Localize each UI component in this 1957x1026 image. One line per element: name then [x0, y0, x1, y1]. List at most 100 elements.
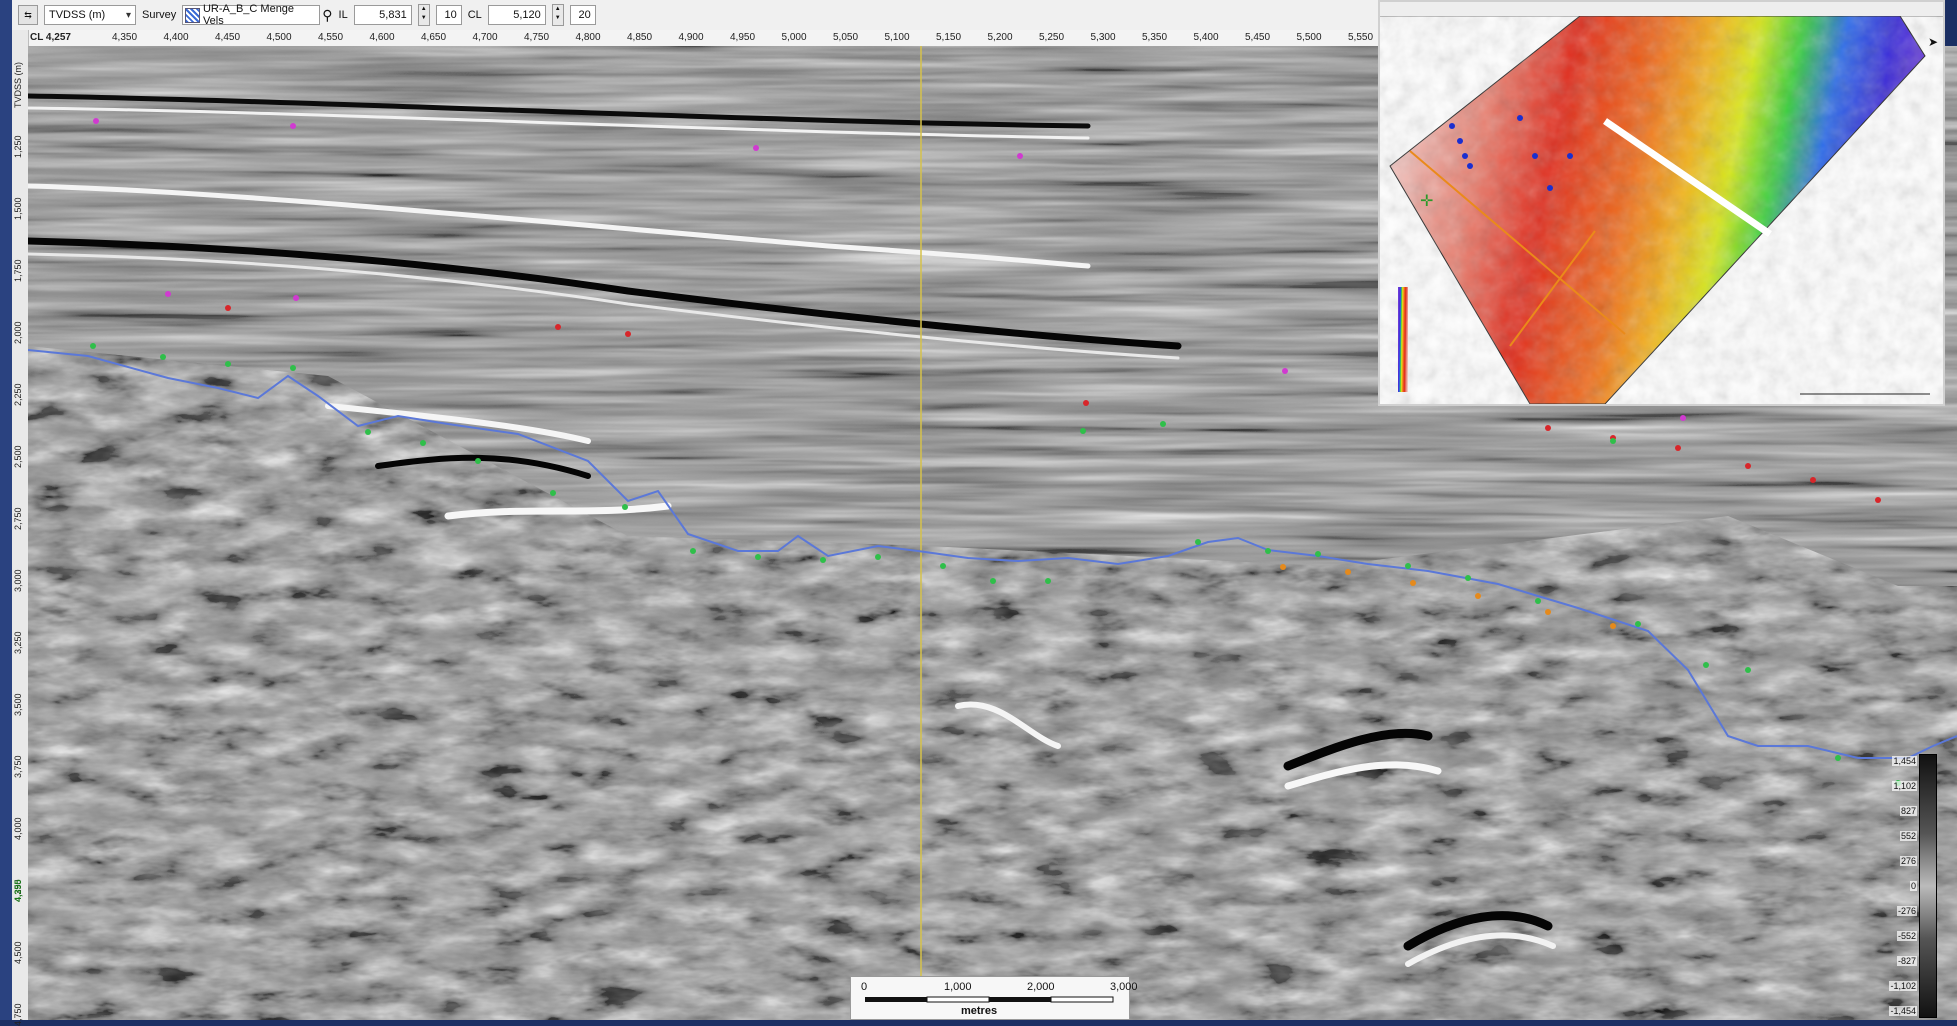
well-pick-marker[interactable]	[1475, 593, 1481, 599]
well-pick-marker[interactable]	[755, 554, 761, 560]
well-pick-marker[interactable]	[1405, 563, 1411, 569]
crossline-tick: 4,650	[421, 32, 447, 43]
depth-tick: 1,250	[13, 135, 23, 158]
reflector	[375, 454, 591, 479]
basemap-canvas: ✛ ➤	[1389, 16, 1938, 404]
crossline-tick: 4,400	[163, 32, 189, 43]
crossline-tick: 4,550	[318, 32, 344, 43]
well-pick-marker[interactable]	[1635, 621, 1641, 627]
well-pick-marker[interactable]	[1280, 564, 1286, 570]
well-pick-marker[interactable]	[290, 365, 296, 371]
il-step-input[interactable]: 10	[435, 5, 462, 25]
well-pick-marker[interactable]	[1545, 425, 1551, 431]
crossline-tick: 4,700	[472, 32, 498, 43]
il-value-input[interactable]: 5,831	[353, 5, 412, 25]
colorbar-label: -1,102	[1889, 981, 1917, 991]
well-pick-marker[interactable]	[420, 440, 426, 446]
well-pick-marker[interactable]	[625, 331, 631, 337]
domain-select[interactable]: TVDSS (m) ▾	[44, 5, 136, 25]
basemap-inset[interactable]: ✛ ➤	[1378, 0, 1945, 406]
crossline-tick: 5,050	[833, 32, 859, 43]
horizon-line[interactable]	[28, 349, 1957, 759]
colorbar-gradient	[1919, 754, 1937, 1018]
depth-ruler: TVDSS (m) 1,250 1,500 1,750 2,000 2,250 2,500…	[12, 30, 29, 1026]
search-icon[interactable]: ⚲	[322, 6, 333, 23]
well-pick-marker[interactable]	[1160, 421, 1166, 427]
well-pick-marker[interactable]	[1810, 477, 1816, 483]
cursor-cross-icon: ✛	[1420, 191, 1433, 210]
well-pick-marker[interactable]	[1745, 463, 1751, 469]
well-pick-marker[interactable]	[225, 305, 231, 311]
colorbar-label: -552	[1896, 931, 1917, 941]
well-pick-marker[interactable]	[622, 504, 628, 510]
crossline-tick: 5,500	[1296, 32, 1322, 43]
well-pick-marker[interactable]	[990, 578, 996, 584]
section-view-icon[interactable]: ⇆	[18, 5, 38, 25]
well-pick-marker[interactable]	[690, 548, 696, 554]
cl-step-input[interactable]: 20	[569, 5, 596, 25]
depth-tick: 2,500	[13, 445, 23, 468]
well-pick-marker[interactable]	[1345, 569, 1351, 575]
well-pick-marker[interactable]	[1680, 415, 1686, 421]
well-pick-marker[interactable]	[1265, 548, 1271, 554]
north-arrow-icon: ➤	[1928, 35, 1938, 49]
section-toolbar: ⇆ TVDSS (m) ▾ Survey UR-A_B_C Menge Vels…	[12, 0, 1387, 31]
scale-bar: metres 0 1,000 2,000 3,000	[850, 976, 1138, 1020]
well-pick-marker[interactable]	[1610, 623, 1616, 629]
well-pick-marker[interactable]	[293, 295, 299, 301]
reflector	[1405, 932, 1556, 967]
well-pick-marker[interactable]	[1610, 438, 1616, 444]
crossline-tick: 5,550	[1348, 32, 1374, 43]
cl-value-input[interactable]: 5,120	[487, 5, 546, 25]
survey-select[interactable]: UR-A_B_C Menge Vels	[182, 3, 321, 27]
well-pick-marker[interactable]	[940, 563, 946, 569]
well-pick-marker[interactable]	[753, 145, 759, 151]
colorbar-label: 827	[1899, 806, 1917, 816]
well-pick-marker[interactable]	[1195, 539, 1201, 545]
amplitude-colorbar: 1,454 1,102 827 552 276 0 -276 -552 -827 -1,102 -1…	[1882, 754, 1937, 1018]
well-pick-marker[interactable]	[93, 118, 99, 124]
well-pick-marker[interactable]	[1703, 662, 1709, 668]
well-pick-marker[interactable]	[550, 490, 556, 496]
well-locations	[1449, 115, 1573, 191]
well-pick-marker[interactable]	[1282, 368, 1288, 374]
well-pick-marker[interactable]	[225, 361, 231, 367]
well-pick-marker[interactable]	[1080, 428, 1086, 434]
well-pick-marker[interactable]	[475, 458, 481, 464]
well-pick-marker[interactable]	[875, 554, 881, 560]
well-pick-marker[interactable]	[1083, 400, 1089, 406]
well-pick-marker[interactable]	[290, 123, 296, 129]
well-pick-marker[interactable]	[1875, 497, 1881, 503]
well-pick-marker[interactable]	[90, 343, 96, 349]
il-spinner[interactable]: ▲ ▼	[417, 4, 430, 26]
well-pick-marker[interactable]	[1410, 580, 1416, 586]
crossline-tick: 4,750	[524, 32, 550, 43]
well-pick-marker[interactable]	[1465, 575, 1471, 581]
reflector	[28, 252, 1180, 360]
colorbar-label: -276	[1896, 906, 1917, 916]
colorbar-label: 1,454	[1892, 756, 1917, 766]
scale-tick-label: 3,000	[1110, 981, 1138, 993]
well-pick-marker[interactable]	[1545, 609, 1551, 615]
crossline-tick: 4,800	[575, 32, 601, 43]
cl-spinner[interactable]: ▲ ▼	[551, 4, 564, 26]
well-pick-marker[interactable]	[1535, 598, 1541, 604]
well-pick-marker[interactable]	[1675, 445, 1681, 451]
well-pick-marker[interactable]	[1835, 755, 1841, 761]
well-pick-marker[interactable]	[165, 291, 171, 297]
reflector	[1283, 728, 1433, 771]
colorbar-label: 0	[1909, 881, 1917, 891]
well-pick-marker[interactable]	[555, 324, 561, 330]
crossline-tick: 4,950	[730, 32, 756, 43]
well-pick-marker[interactable]	[1017, 153, 1023, 159]
depth-tick: 3,250	[13, 631, 23, 654]
well-pick-marker[interactable]	[1045, 578, 1051, 584]
well-pick-marker[interactable]	[820, 557, 826, 563]
well-pick-marker[interactable]	[1745, 667, 1751, 673]
crossline-tick: 5,250	[1039, 32, 1065, 43]
well-pick-marker[interactable]	[365, 429, 371, 435]
well-pick-marker[interactable]	[160, 354, 166, 360]
well-pick-marker[interactable]	[1315, 551, 1321, 557]
depth-tick: 2,750	[13, 507, 23, 530]
depth-tick: 2,250	[13, 383, 23, 406]
